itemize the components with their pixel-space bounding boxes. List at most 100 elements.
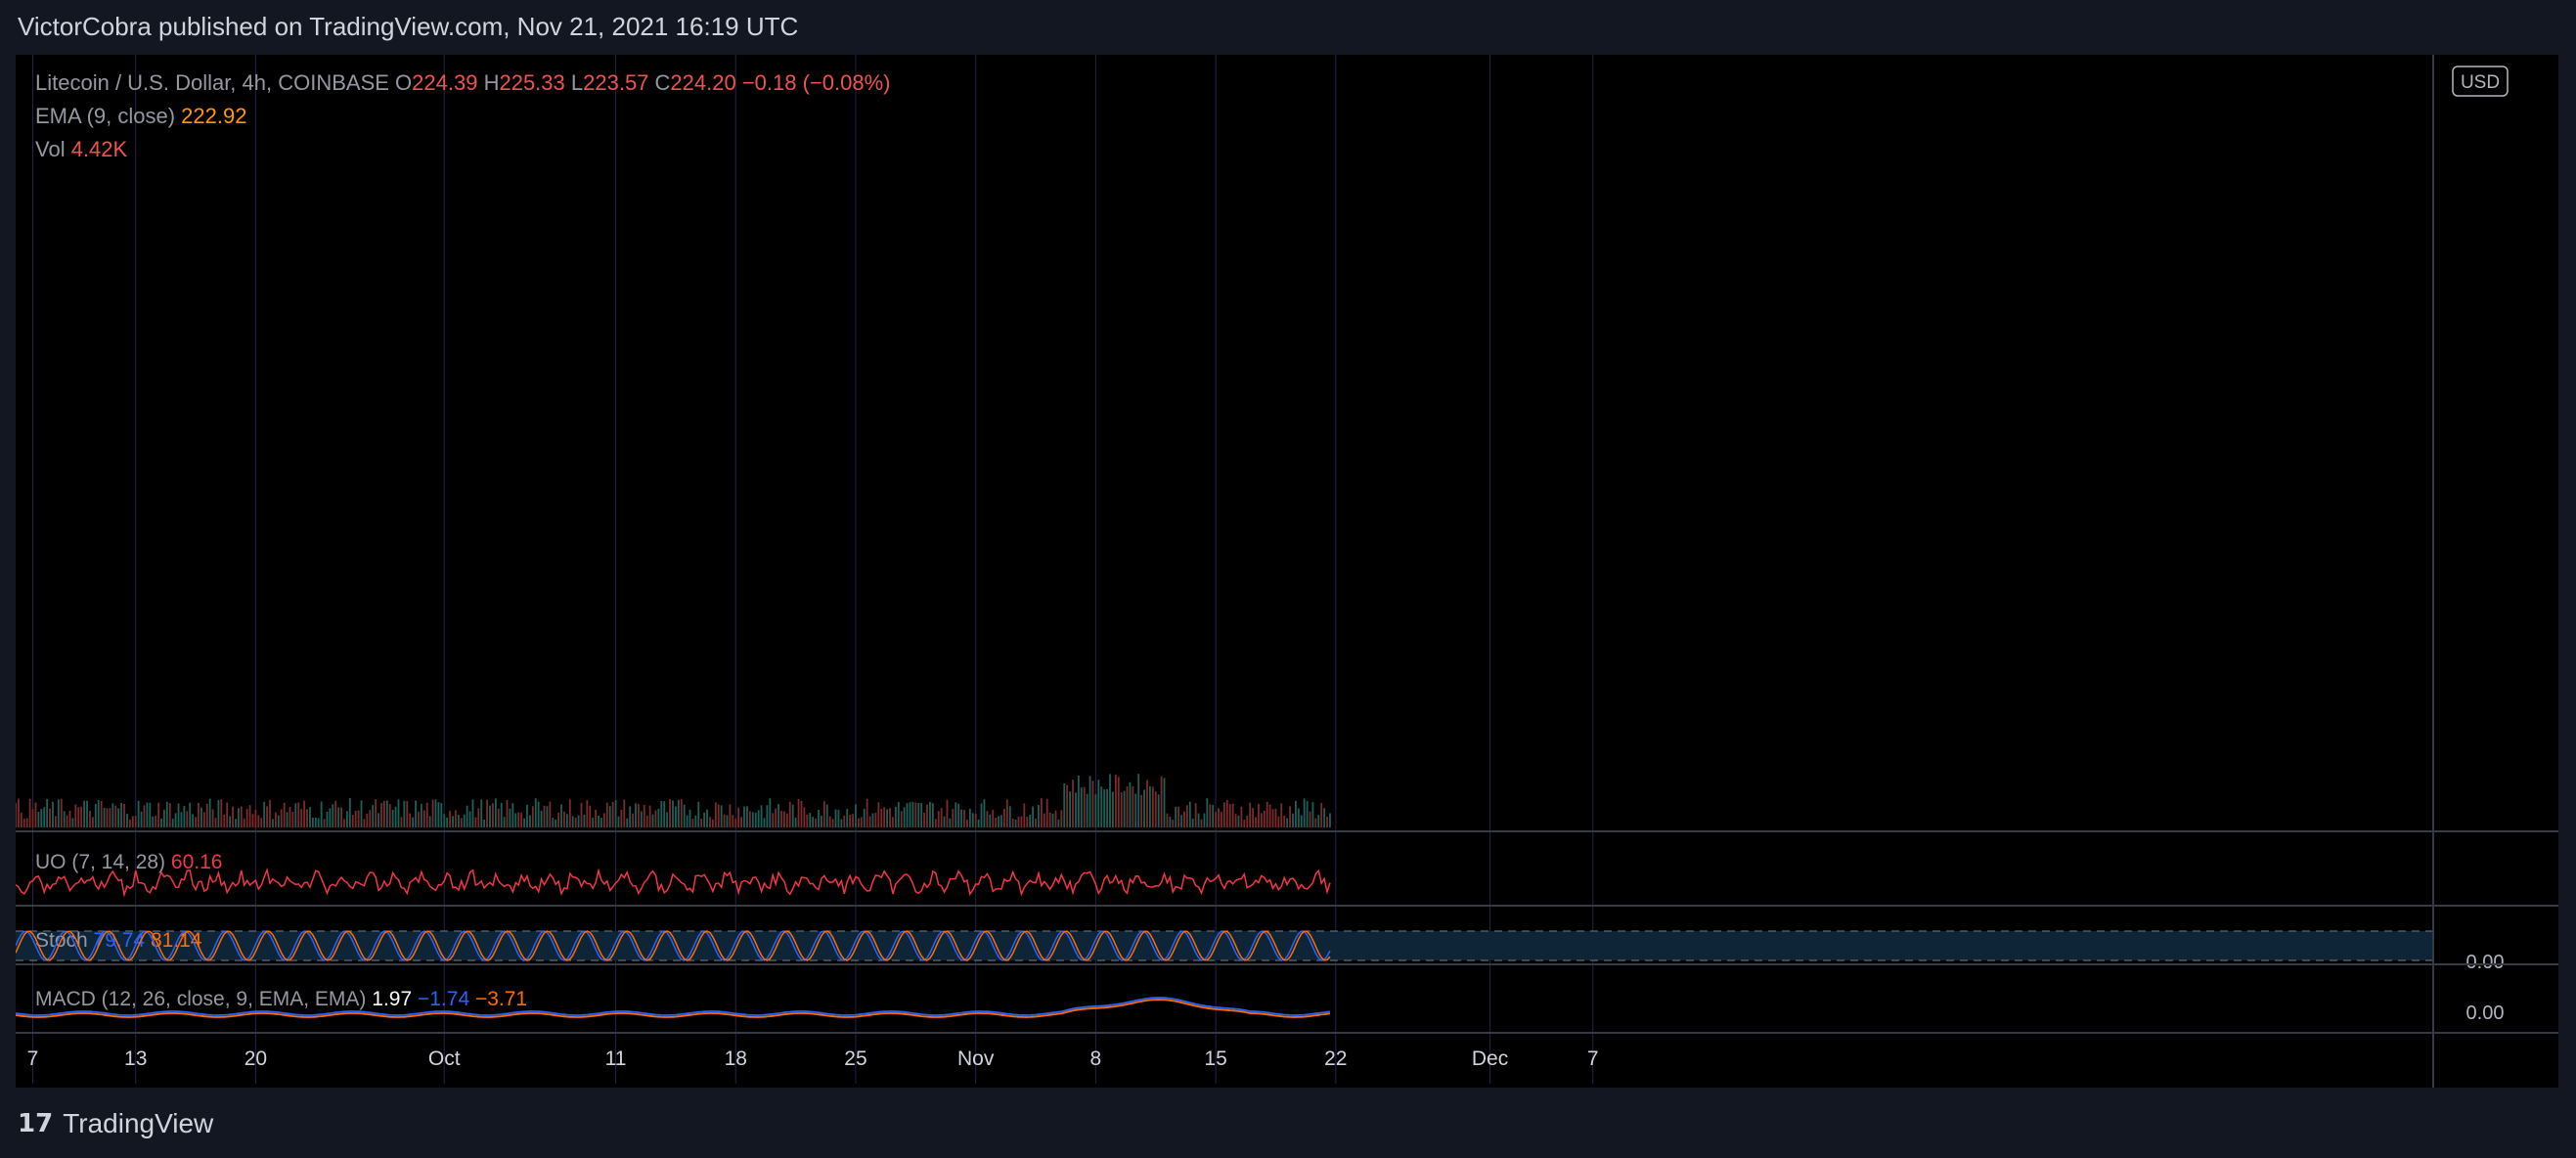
chart-area[interactable]: UO (7, 14, 28) 60.16 Stoch 79.74 81.14 0.0…: [15, 55, 2558, 1088]
volume-bar: [812, 817, 815, 827]
volume-bar: [60, 798, 63, 827]
volume-bar: [589, 805, 592, 827]
volume-bar: [388, 804, 391, 827]
currency-label: USD: [2461, 72, 2500, 93]
volume-bar: [788, 801, 791, 827]
volume-bar: [1163, 778, 1166, 827]
volume-bar: [134, 816, 137, 827]
volume-bar: [766, 805, 769, 827]
volume-bar: [1080, 787, 1083, 827]
volume-bar: [703, 812, 706, 827]
volume-bar: [777, 804, 779, 827]
volume-bar: [526, 804, 528, 827]
volume-bar: [937, 811, 940, 827]
tradingview-logo[interactable]: 17 TradingView: [18, 1108, 213, 1139]
volume-bar: [855, 804, 857, 827]
volume-bar: [846, 809, 849, 827]
volume-bar: [577, 815, 580, 827]
volume-bar: [963, 809, 965, 827]
volume-bar: [528, 815, 531, 827]
volume-bar: [998, 816, 999, 827]
volume-bar: [1175, 806, 1177, 827]
volume-bar: [857, 818, 860, 827]
volume-bar: [378, 813, 379, 827]
volume-bar: [772, 813, 775, 827]
volume-bar: [131, 816, 134, 827]
volume-bar: [449, 811, 451, 827]
volume-bar: [780, 810, 782, 827]
volume-bar: [818, 810, 820, 827]
volume-bar: [600, 818, 602, 827]
volume-bar: [1112, 791, 1114, 827]
volume-bar: [202, 812, 205, 827]
volume-bar: [128, 819, 131, 827]
volume-bar: [425, 802, 428, 827]
volume-bar: [909, 802, 911, 827]
volume-bar: [1043, 813, 1045, 827]
volume-bar: [16, 802, 17, 827]
volume-bar: [1255, 817, 1257, 827]
stoch-tick: 0.00: [2466, 952, 2505, 973]
volume-bar: [694, 815, 697, 827]
volume-bar: [1185, 805, 1188, 827]
volume-bar: [614, 800, 617, 827]
volume-bar: [929, 801, 931, 827]
volume-bar: [754, 812, 757, 827]
volume-bar: [240, 806, 243, 827]
volume-bar: [1289, 806, 1291, 827]
volume-bar: [1083, 786, 1086, 827]
volume-bar: [920, 803, 923, 827]
volume-bar: [375, 799, 378, 827]
volume-bar: [1066, 784, 1069, 827]
volume-bar: [883, 807, 886, 827]
volume-bar: [834, 809, 837, 827]
volume-bar: [880, 809, 883, 827]
volume-bar: [214, 818, 217, 827]
volume-bar: [537, 801, 540, 827]
volume-bar: [651, 814, 654, 827]
volume-bar: [926, 804, 928, 827]
currency-button[interactable]: [2452, 66, 2509, 97]
volume-bar: [385, 800, 388, 827]
volume-bar: [623, 799, 626, 827]
volume-bar: [257, 815, 260, 827]
x-tick-label: 25: [844, 1047, 866, 1070]
volume-bar: [1286, 818, 1289, 827]
volume-bar: [323, 819, 326, 827]
volume-bar: [1234, 814, 1237, 827]
volume-bar: [1126, 786, 1129, 827]
x-tick-label: 22: [1324, 1047, 1347, 1070]
volume-bar: [452, 816, 454, 827]
volume-bar: [1069, 791, 1072, 827]
volume-bar: [1206, 798, 1209, 827]
volume-bar: [849, 815, 852, 827]
volume-bar: [1295, 800, 1297, 827]
volume-bar: [366, 814, 369, 827]
volume-bar: [803, 807, 806, 827]
volume-bar: [723, 814, 726, 827]
volume-bar: [1188, 801, 1191, 827]
volume-bar: [394, 806, 397, 827]
volume-bar: [952, 809, 955, 827]
volume-bar: [1197, 813, 1200, 827]
volume-bar: [549, 801, 552, 827]
volume-bar: [1120, 792, 1123, 827]
volume-bar: [1215, 812, 1218, 827]
volume-bar: [843, 815, 846, 827]
volume-bar: [506, 799, 509, 827]
volume-bar: [382, 800, 385, 827]
volume-bar: [446, 817, 449, 827]
x-tick-label: Nov: [957, 1047, 995, 1070]
volume-bar: [1123, 790, 1126, 827]
volume-bar: [1311, 802, 1314, 827]
volume-bar: [995, 818, 998, 827]
volume-bar: [595, 809, 598, 827]
volume-bar: [171, 819, 174, 827]
volume-bar: [709, 817, 711, 827]
volume-bar: [583, 814, 586, 827]
volume-bar: [825, 804, 828, 827]
volume-bar: [1157, 794, 1160, 827]
volume-bar: [468, 811, 471, 827]
volume-bar: [205, 803, 208, 827]
